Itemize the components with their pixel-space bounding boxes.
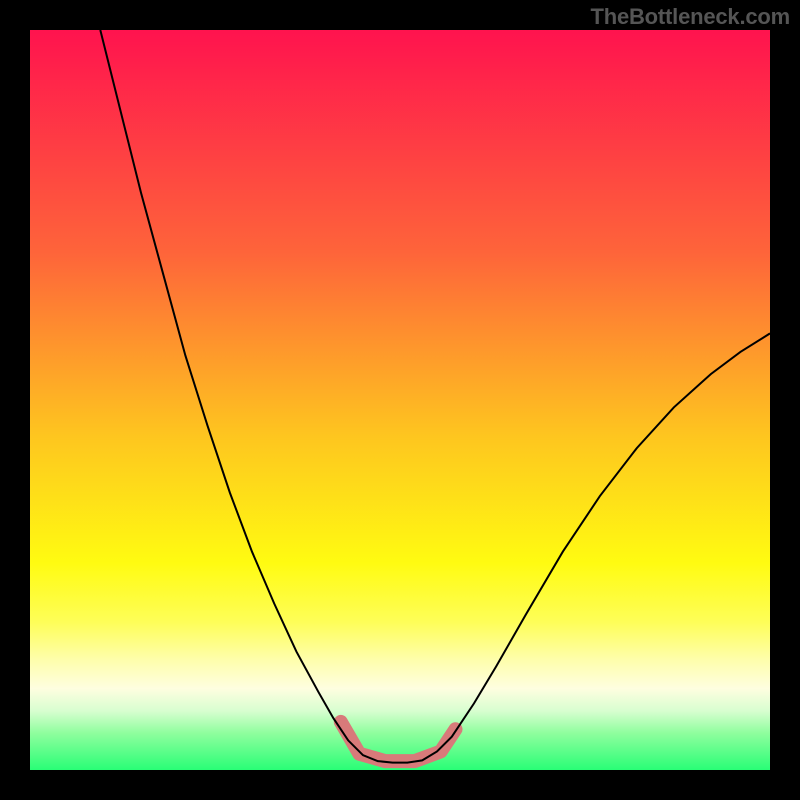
gradient-background bbox=[30, 30, 770, 770]
chart-frame: TheBottleneck.com bbox=[0, 0, 800, 800]
attribution-text: TheBottleneck.com bbox=[590, 4, 790, 30]
chart-svg bbox=[30, 30, 770, 770]
